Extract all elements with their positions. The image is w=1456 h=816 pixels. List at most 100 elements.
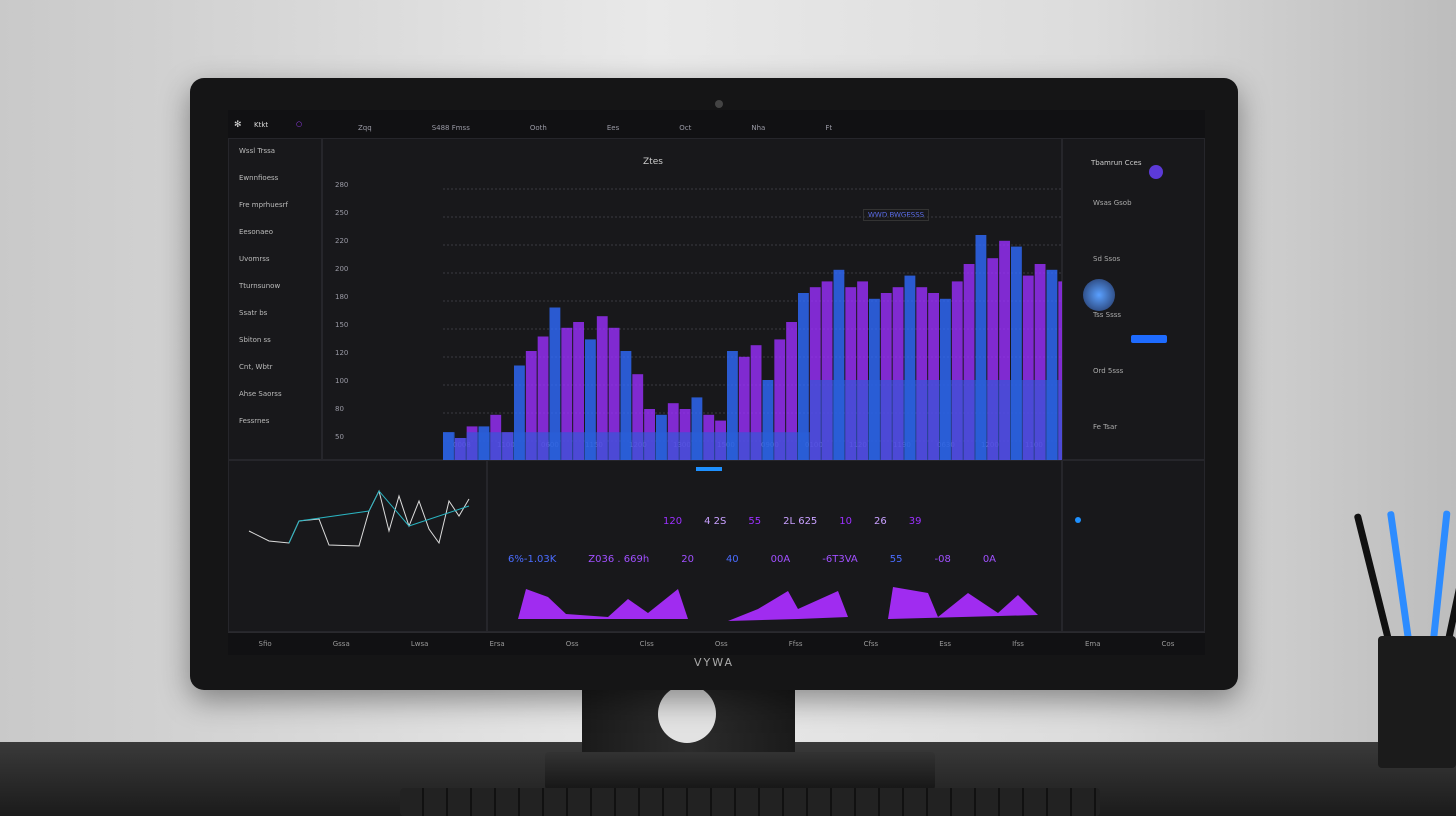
area-chart-3 bbox=[888, 587, 1038, 619]
bottom-toolbar-item[interactable]: Sfio bbox=[258, 640, 272, 648]
bottom-toolbar-item[interactable]: Ffss bbox=[788, 640, 803, 648]
bottom-toolbar-item[interactable]: Clss bbox=[639, 640, 654, 648]
chart-bar-base bbox=[892, 380, 905, 467]
right-panel-row[interactable]: Fe Tsar bbox=[1093, 423, 1118, 431]
right-panel-row[interactable]: Ord 5sss bbox=[1093, 367, 1124, 375]
sidebar-item[interactable]: Ahse Saorss bbox=[239, 390, 282, 398]
right-bottom-panel bbox=[1062, 460, 1205, 632]
chart-bar-base bbox=[443, 432, 455, 467]
chart-bar bbox=[892, 287, 904, 467]
app-logo-icon: ✻ bbox=[234, 120, 242, 130]
chart-bar-base bbox=[821, 380, 834, 467]
y-tick-label: 150 bbox=[335, 321, 349, 329]
tab-indicator[interactable] bbox=[696, 467, 722, 471]
chart-bar bbox=[620, 351, 632, 467]
chart-bar bbox=[1011, 246, 1022, 467]
keyboard bbox=[400, 788, 1100, 816]
chart-bar-base bbox=[596, 432, 609, 467]
webcam bbox=[715, 100, 723, 108]
chart-bar bbox=[798, 293, 809, 467]
pen bbox=[1386, 510, 1412, 641]
chart-bar bbox=[738, 356, 750, 467]
bottom-toolbar-item[interactable]: Oss bbox=[714, 640, 728, 648]
mini-line-chart-panel bbox=[228, 460, 487, 632]
monitor: VYWA ✻ Ktkt ○ Zqq S​488 Fmss Ooth Ees Oct Nha… bbox=[190, 78, 1238, 690]
sidebar-item[interactable]: Fre mprhuesrf bbox=[239, 201, 288, 209]
chart-bar bbox=[561, 327, 573, 467]
chart-bar-base bbox=[1034, 380, 1047, 467]
sidebar-item[interactable]: Ewnnfioess bbox=[239, 174, 279, 182]
top-menu-item[interactable]: Zqq bbox=[358, 124, 372, 132]
stat-value: 00A bbox=[770, 554, 791, 565]
area-chart-1 bbox=[518, 589, 688, 619]
chart-bar bbox=[727, 351, 738, 467]
top-menu-item[interactable]: Ooth bbox=[529, 124, 547, 132]
chart-bar-base bbox=[940, 380, 952, 467]
chart-bar bbox=[549, 307, 561, 467]
bottom-toolbar-item[interactable]: Cos bbox=[1161, 640, 1175, 648]
chart-bar bbox=[809, 287, 821, 467]
chart-bar-base bbox=[951, 380, 964, 467]
top-menu-item[interactable]: S​488 Fmss bbox=[431, 124, 470, 132]
stat-value: 55 bbox=[748, 516, 762, 527]
chart-bar-base bbox=[1011, 380, 1023, 467]
sidebar-item[interactable]: Uvomrss bbox=[239, 255, 270, 263]
chart-bar-base bbox=[561, 432, 574, 467]
chart-bar bbox=[786, 322, 797, 467]
top-menu-item[interactable]: Ees bbox=[606, 124, 620, 132]
chart-bar-base bbox=[857, 380, 869, 467]
bottom-toolbar-item[interactable]: Ess bbox=[939, 640, 951, 648]
bottom-toolbar-item[interactable]: Oss bbox=[565, 640, 579, 648]
chart-bar-base bbox=[845, 380, 858, 467]
chart-bar-base bbox=[904, 380, 917, 467]
bottom-toolbar-item[interactable]: Cfss bbox=[863, 640, 879, 648]
chart-bar bbox=[525, 351, 537, 467]
top-menu-item[interactable]: Nha bbox=[751, 124, 766, 132]
sidebar-item[interactable]: Eesonaeo bbox=[239, 228, 273, 236]
right-panel-row[interactable]: Tss Ssss bbox=[1093, 311, 1122, 319]
y-tick-label: 250 bbox=[335, 209, 349, 217]
bottom-toolbar-item[interactable]: Ifss bbox=[1012, 640, 1024, 648]
sidebar-item[interactable]: Wssl Trssa bbox=[239, 147, 276, 155]
chart-bar bbox=[514, 365, 525, 467]
dashboard-screen: ✻ Ktkt ○ Zqq S​488 Fmss Ooth Ees Oct Nha Ft Ws… bbox=[228, 110, 1205, 655]
stat-value: 26 bbox=[874, 516, 887, 527]
right-panel: Tbamrun Cces Wsas Gsob Sd Ssos Tss Ssss Ord… bbox=[1062, 138, 1205, 460]
main-bar-chart bbox=[443, 188, 1153, 467]
top-menu-item[interactable]: Ft bbox=[825, 124, 833, 132]
main-chart-panel: Ztes WWD BWGESSS 280 250 220 200 180 150 120 10… bbox=[322, 138, 1153, 467]
chart-bar bbox=[845, 287, 857, 467]
bottom-toolbar-item[interactable]: Gssa bbox=[332, 640, 350, 648]
bottom-toolbar-item[interactable]: Ema bbox=[1084, 640, 1101, 648]
chart-bar-base bbox=[667, 432, 680, 467]
toggle-button[interactable] bbox=[1149, 165, 1163, 179]
chart-bar-base bbox=[809, 380, 822, 467]
sidebar-item[interactable]: Ssatr bs bbox=[239, 309, 268, 317]
stand-cable-hole bbox=[658, 685, 716, 743]
chart-bar bbox=[963, 264, 975, 467]
bottom-toolbar-item[interactable]: Ersa bbox=[489, 640, 505, 648]
active-button[interactable] bbox=[1131, 335, 1167, 343]
chart-bar-base bbox=[525, 432, 538, 467]
stats-panel: 120 4 2S 55 2L 625 10 26 39 6%-1.03K Z036 . 669… bbox=[487, 460, 1062, 632]
chart-bar-base bbox=[727, 432, 739, 467]
sidebar-item[interactable]: Cnt, Wbtr bbox=[239, 363, 273, 371]
chart-bar-base bbox=[656, 432, 668, 467]
chart-bar-base bbox=[1022, 380, 1035, 467]
chart-bar bbox=[750, 345, 762, 467]
right-panel-row[interactable]: Sd Ssos bbox=[1093, 255, 1121, 263]
chart-bar bbox=[537, 336, 549, 467]
bottom-toolbar-item[interactable]: Lwsa bbox=[410, 640, 429, 648]
status-icon[interactable]: ○ bbox=[296, 120, 303, 128]
sidebar-item[interactable]: Fessrnes bbox=[239, 417, 270, 425]
sidebar-item[interactable]: Sbiton ss bbox=[239, 336, 271, 344]
brand-logo: VYWA bbox=[693, 656, 735, 669]
y-tick-label: 80 bbox=[335, 405, 344, 413]
mini-line-chart bbox=[248, 489, 470, 547]
sidebar-item[interactable]: Tturnsunow bbox=[239, 282, 281, 290]
right-panel-row[interactable]: Wsas Gsob bbox=[1093, 199, 1132, 207]
chart-bar bbox=[999, 240, 1010, 467]
pen bbox=[1430, 510, 1451, 641]
top-menu-item[interactable]: Oct bbox=[679, 124, 692, 132]
stat-value: 10 bbox=[839, 516, 853, 527]
